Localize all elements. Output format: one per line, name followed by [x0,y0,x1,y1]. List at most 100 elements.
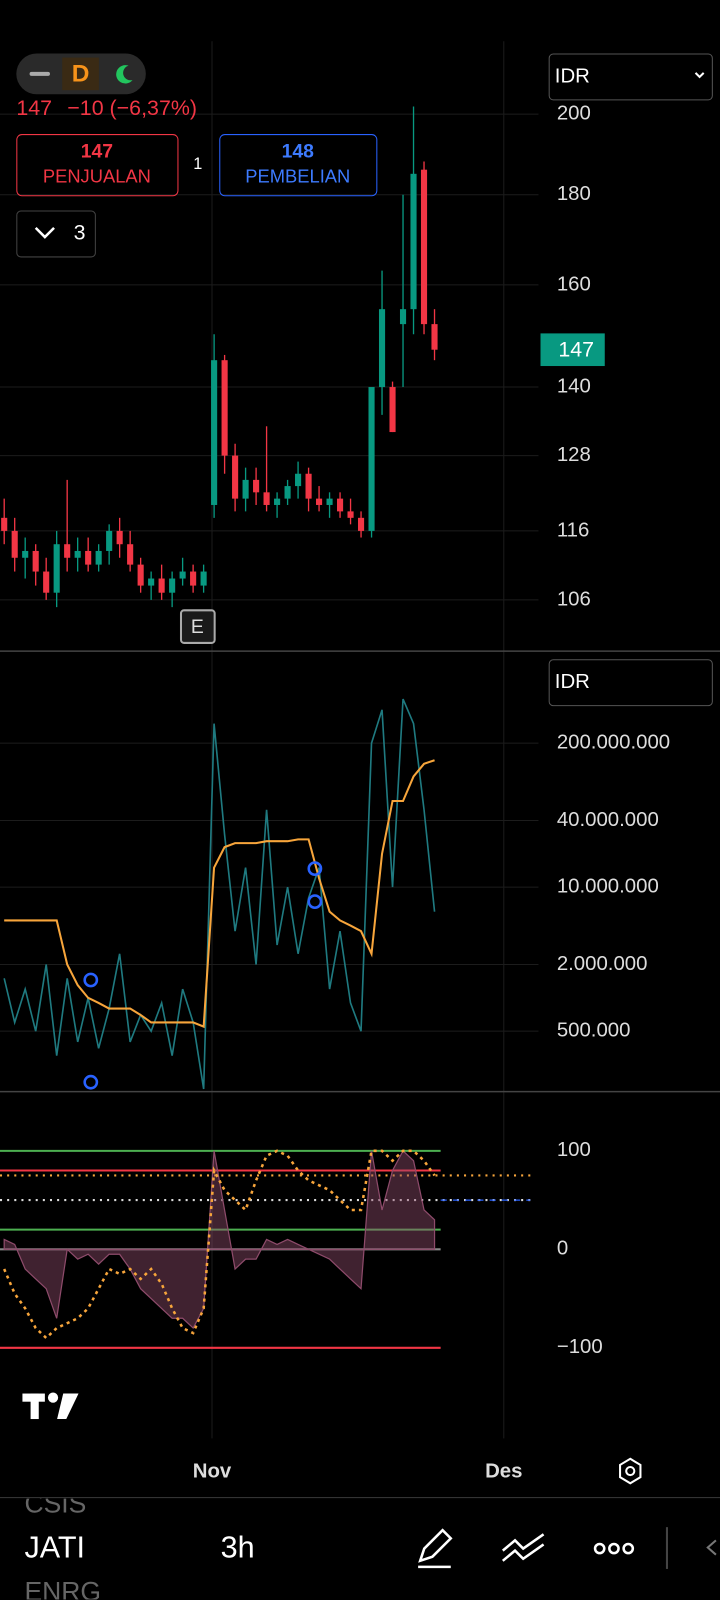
candle-body [43,571,50,593]
buy-label: PEMBELIAN [245,166,350,187]
candle-body [53,544,60,593]
spread: 1 [193,155,202,173]
y-tick-label: 160 [557,273,591,295]
candle-body [221,360,228,456]
y-tick-label: 106 [557,588,591,610]
candle-body [127,544,134,565]
buy-price: 148 [282,141,315,163]
y-tick-label: 116 [557,519,589,541]
candle-body [326,498,333,505]
buy-button[interactable]: 148 PEMBELIAN [219,134,378,197]
symbol[interactable]: CSIS [24,1489,86,1519]
y-tick-label: 100 [557,1139,591,1161]
volume-currency-box[interactable]: IDR [548,659,713,707]
y-tick-label: 128 [557,444,591,466]
timeframe[interactable]: 3h [221,1531,255,1565]
candle-body [284,486,291,499]
candle-body [95,550,102,565]
candle-body [85,550,92,565]
candle-body [158,578,165,593]
signal-marker [83,972,99,988]
candle-body [116,530,123,545]
candle-body [263,492,270,505]
candle-body [179,571,186,579]
currency: IDR [555,671,590,693]
y-tick-label: 10.000.000 [557,876,659,898]
more-button[interactable] [593,1542,635,1555]
candle-body [378,309,386,388]
x-tick-label: Nov [193,1460,232,1482]
candle-body [232,455,239,499]
currency-select[interactable]: IDR [548,53,713,101]
event-label: E [191,616,204,638]
candle-body [32,550,39,572]
candle-body [137,564,144,586]
last-price-label: 147 [558,337,594,361]
candle-body [74,550,81,558]
lines-tool[interactable] [501,1533,545,1562]
candle-body [211,360,218,505]
indicators-count: 3 [74,221,86,245]
candle-body [274,498,281,505]
tradingview-logo [22,1392,79,1420]
candle-body [295,473,302,487]
y-tick-label: −100 [557,1336,603,1358]
price-change: −10 (−6,37%) [67,96,197,120]
volume-line [4,759,435,1029]
sell-button[interactable]: 147 PENJUALAN [16,134,179,197]
volume-line [3,698,436,1090]
candle-body [305,473,312,499]
candle-body [431,324,438,350]
interval: D [72,60,90,87]
y-tick-label: 180 [557,183,591,205]
candle-body [336,498,344,512]
candle-body [420,169,428,325]
candle-body [242,479,249,499]
candle-body [389,387,396,433]
candle-body [410,173,417,310]
candle-body [399,309,407,325]
y-tick-label: 200 [557,103,591,125]
x-tick-label: Des [485,1460,522,1482]
indicators-toggle[interactable]: 3 [16,210,96,258]
back-arrow[interactable] [706,1539,717,1556]
candle-body [190,571,197,586]
last-price-tag [540,333,605,367]
candle-body [1,517,8,531]
candle-body [368,387,375,531]
event-marker [179,609,216,644]
candle-body [11,530,18,558]
signal-marker [307,861,323,877]
interval-pill[interactable]: D [16,53,146,95]
candle-body [148,578,155,586]
signal-marker [307,894,323,910]
candle-body [357,517,365,531]
oscillator-area [3,1149,436,1330]
y-tick-label: 2.000.000 [557,953,648,975]
y-tick-label: 40.000.000 [557,809,659,831]
y-tick-label: 140 [557,375,591,397]
candle-body [316,498,323,505]
candle-body [253,479,260,493]
draw-tool[interactable] [418,1528,453,1569]
y-tick-label: 200.000.000 [557,732,670,754]
sell-price: 147 [81,141,113,163]
settings-icon[interactable] [619,1457,642,1485]
y-tick-label: 500.000 [557,1020,631,1042]
sell-label: PENJUALAN [43,166,151,187]
candle-body [200,571,207,586]
signal-marker [83,1074,99,1090]
candle-body [169,578,176,593]
symbol[interactable]: JATI [24,1531,85,1565]
candle-body [22,550,29,558]
currency: IDR [555,65,590,87]
candle-body [64,544,71,558]
candle-body [106,530,113,551]
last-price: 147 [16,96,52,120]
candle-body [347,511,354,518]
symbol[interactable]: ENRG [24,1576,101,1600]
y-tick-label: 0 [557,1238,568,1260]
